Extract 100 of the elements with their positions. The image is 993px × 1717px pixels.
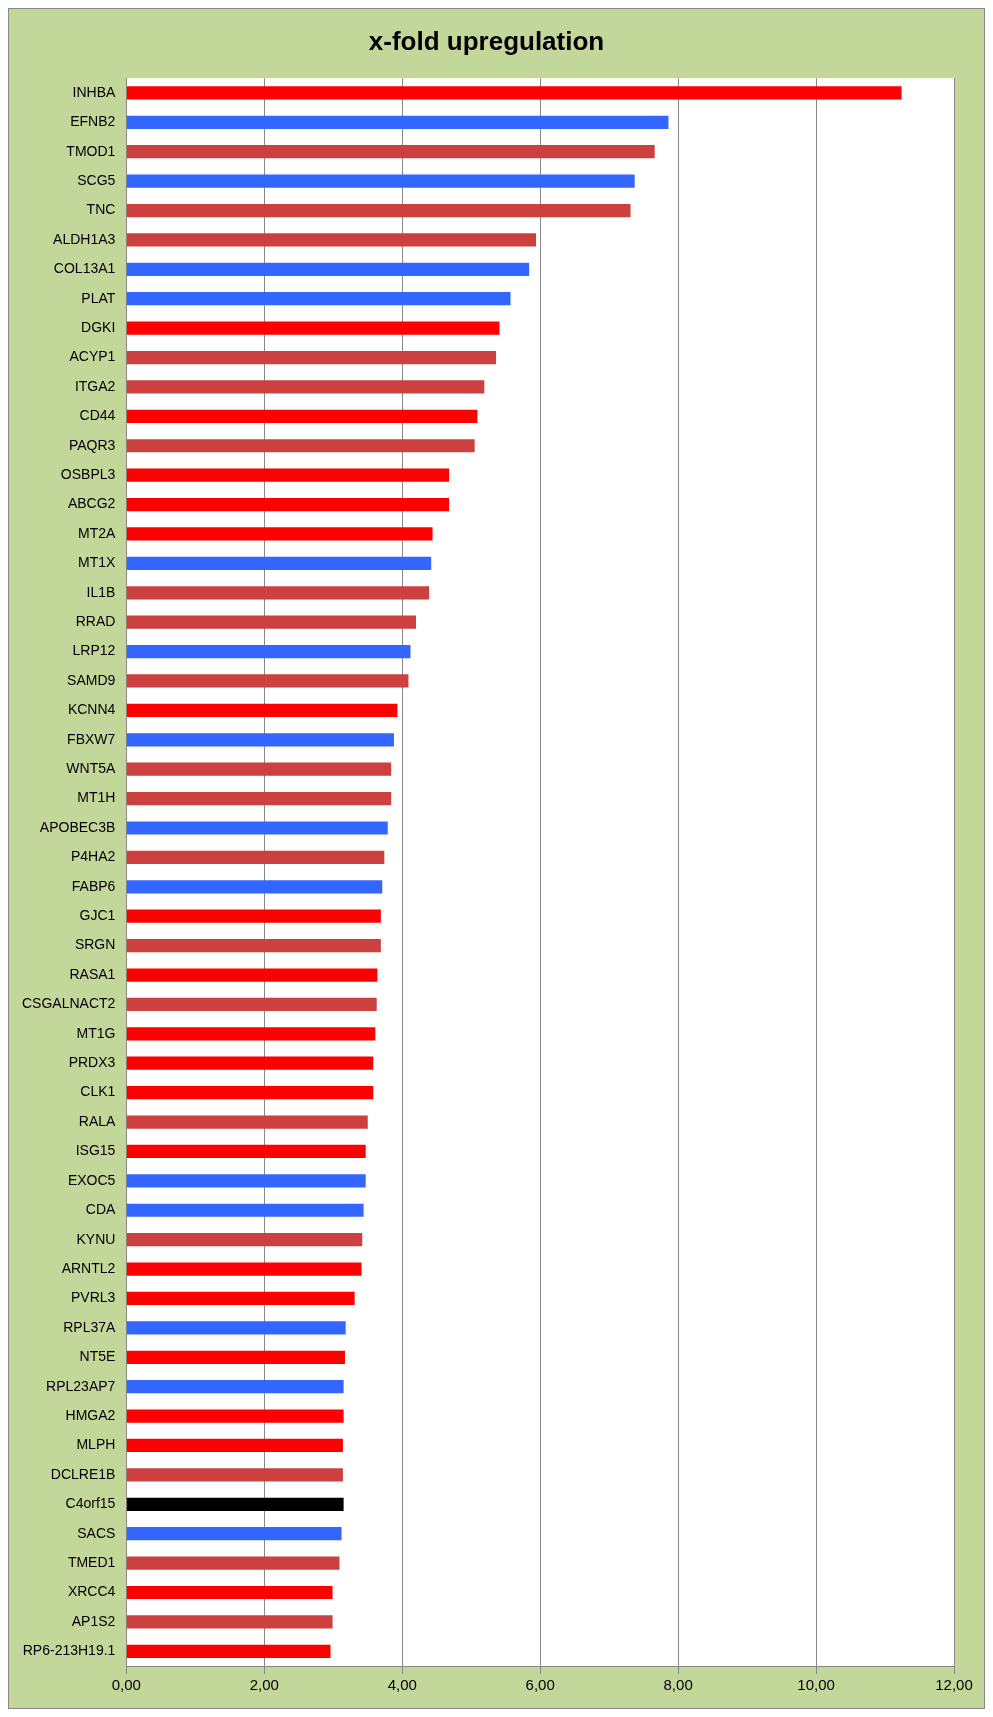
bar xyxy=(126,1027,376,1041)
bar xyxy=(126,1144,366,1159)
x-tick-label: 2,00 xyxy=(249,1676,279,1694)
y-tick-label: DCLRE1B xyxy=(50,1465,116,1482)
bar xyxy=(126,1556,340,1570)
bar xyxy=(126,86,902,100)
y-tick-label: CD44 xyxy=(79,407,116,424)
bar xyxy=(126,1291,355,1306)
bar xyxy=(126,733,394,747)
bar xyxy=(126,233,537,247)
bar xyxy=(126,174,635,188)
bar xyxy=(126,350,497,365)
y-tick-label: OSBPL3 xyxy=(60,466,116,483)
x-tick-label: 6,00 xyxy=(525,1676,555,1694)
y-tick-label: MT1H xyxy=(77,789,116,806)
y-tick-label: EXOC5 xyxy=(67,1171,116,1188)
bar xyxy=(126,1056,374,1070)
y-tick-label: HMGA2 xyxy=(65,1406,116,1423)
bar xyxy=(126,997,377,1012)
bar xyxy=(126,262,530,276)
x-tick-label: 0,00 xyxy=(111,1676,141,1694)
bar xyxy=(126,115,669,129)
bar xyxy=(126,1174,366,1188)
bar xyxy=(126,938,381,953)
y-tick-label: FABP6 xyxy=(71,877,116,894)
y-tick-label: KYNU xyxy=(76,1230,116,1247)
y-tick-label: PAQR3 xyxy=(68,436,116,453)
bar xyxy=(126,644,411,659)
bar xyxy=(126,527,433,541)
bar xyxy=(126,497,450,512)
y-tick-label: SRGN xyxy=(74,936,116,953)
bar xyxy=(126,409,478,423)
bar xyxy=(126,850,385,865)
y-tick-label: INHBA xyxy=(72,83,117,100)
y-tick-label: XRCC4 xyxy=(67,1583,116,1600)
bar xyxy=(126,1438,343,1453)
y-tick-label: PLAT xyxy=(81,289,116,306)
x-tick-label: 10,00 xyxy=(797,1676,835,1694)
y-tick-label: SCG5 xyxy=(77,171,116,188)
y-tick-label: ISG15 xyxy=(75,1142,116,1159)
y-tick-label: PRDX3 xyxy=(68,1054,116,1071)
y-tick-label: C4orf15 xyxy=(65,1495,116,1512)
y-tick-label: P4HA2 xyxy=(71,848,116,865)
y-tick-label: ABCG2 xyxy=(67,495,116,512)
y-tick-label: RALA xyxy=(78,1112,117,1129)
y-tick-label: MT1G xyxy=(76,1024,116,1041)
bar xyxy=(126,586,430,600)
bar xyxy=(126,380,485,394)
y-tick-label: TMOD1 xyxy=(66,142,116,159)
y-tick-label: SACS xyxy=(77,1524,116,1541)
bar xyxy=(126,791,392,806)
bar xyxy=(126,321,500,335)
y-tick-label: ARNTL2 xyxy=(61,1259,116,1276)
y-tick-label: FBXW7 xyxy=(67,730,116,747)
chart-title: x-fold upregulation xyxy=(368,25,605,56)
y-tick-label: IL1B xyxy=(86,583,116,600)
y-tick-label: ALDH1A3 xyxy=(53,230,116,247)
bar xyxy=(126,703,398,717)
y-tick-label: GJC1 xyxy=(79,907,116,924)
y-tick-label: MT1X xyxy=(78,554,117,571)
bar xyxy=(126,821,388,835)
y-tick-label: ITGA2 xyxy=(74,377,116,394)
bar xyxy=(126,1203,364,1217)
bar xyxy=(126,1585,333,1600)
bar xyxy=(126,615,417,629)
bar xyxy=(126,468,450,482)
y-tick-label: EFNB2 xyxy=(70,113,116,130)
y-tick-label: MT2A xyxy=(78,524,117,541)
bar xyxy=(126,762,392,776)
bar xyxy=(126,1350,345,1364)
bar xyxy=(126,1233,363,1247)
y-tick-label: RRAD xyxy=(75,613,116,630)
y-tick-label: TMED1 xyxy=(67,1553,116,1570)
y-tick-label: RASA1 xyxy=(69,965,116,982)
y-tick-label: APOBEC3B xyxy=(39,818,116,835)
bar xyxy=(126,1262,362,1276)
y-tick-label: RPL23AP7 xyxy=(46,1377,116,1394)
y-tick-label: RP6-213H19.1 xyxy=(22,1642,116,1659)
y-tick-label: SAMD9 xyxy=(67,671,116,688)
y-tick-label: LRP12 xyxy=(72,642,116,659)
y-tick-label: COL13A1 xyxy=(53,260,116,277)
bar xyxy=(126,145,655,159)
bar xyxy=(126,1615,333,1629)
bar xyxy=(126,909,381,923)
bar xyxy=(126,1497,344,1511)
bar xyxy=(126,1321,346,1335)
y-tick-label: WNT5A xyxy=(66,760,117,777)
y-tick-label: AP1S2 xyxy=(71,1612,116,1629)
y-tick-label: DGKI xyxy=(81,318,116,335)
bar xyxy=(126,1644,331,1658)
bar xyxy=(126,556,432,570)
x-tick-label: 4,00 xyxy=(387,1676,417,1694)
y-tick-label: RPL37A xyxy=(63,1318,117,1335)
y-tick-label: NT5E xyxy=(79,1348,116,1365)
bar xyxy=(126,292,511,306)
y-tick-label: CLK1 xyxy=(80,1083,116,1100)
bar xyxy=(126,674,409,688)
y-tick-label: MLPH xyxy=(76,1436,116,1453)
bar xyxy=(126,1468,343,1482)
bar xyxy=(126,439,475,453)
